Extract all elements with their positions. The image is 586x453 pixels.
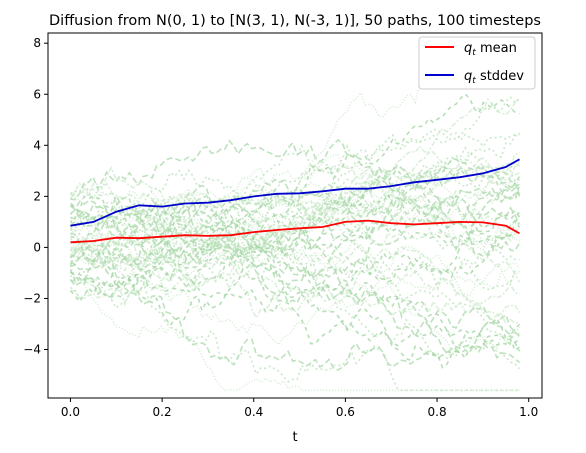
diffusion-path [70, 209, 520, 292]
diffusion-path [69, 267, 520, 352]
diffusion-path [69, 165, 520, 325]
x-axis-label: t [292, 430, 297, 445]
chart-title: Diffusion from N(0, 1) to [N(3, 1), N(-3… [49, 13, 541, 29]
y-tick-label: −4 [23, 343, 41, 357]
series-line-stddev [70, 158, 520, 227]
x-tick-label: 0.8 [428, 405, 447, 419]
diffusion-path [69, 214, 521, 338]
x-tick-label: 0.4 [244, 405, 263, 419]
diffusion-path [70, 202, 520, 352]
diffusion-path [70, 138, 521, 201]
diffusion-path [70, 93, 520, 267]
diffusion-path [70, 173, 521, 267]
diffusion-path [69, 241, 521, 346]
diffusion-path [69, 225, 520, 297]
diffusion-path [70, 192, 521, 236]
y-tick-label: 4 [33, 138, 41, 152]
diffusion-path [70, 187, 520, 279]
series-line-mean [70, 219, 520, 244]
diffusion-path [69, 158, 520, 287]
diffusion-path [70, 260, 520, 320]
diffusion-path [70, 215, 520, 289]
diffusion-path [69, 151, 520, 259]
diffusion-path [70, 256, 521, 371]
y-tick-label: 6 [33, 87, 41, 101]
x-tick-label: 0.2 [153, 405, 172, 419]
diffusion-path [69, 219, 521, 297]
plot-frame [47, 32, 543, 399]
diffusion-path [70, 132, 520, 309]
diffusion-path [70, 200, 521, 364]
diffusion-path [70, 164, 521, 298]
diffusion-path [69, 168, 520, 263]
diffusion-path [70, 165, 520, 297]
y-tick-label: 0 [33, 240, 41, 254]
x-tick-label: 1.0 [519, 405, 538, 419]
legend-label-stddev: qt stddev [464, 69, 524, 86]
x-tick-label: 0.6 [336, 405, 355, 419]
diffusion-path [69, 153, 520, 248]
diffusion-path [70, 176, 520, 220]
y-axis: −4 −2 0 2 4 6 8 [23, 36, 48, 357]
legend-label-mean: qt mean [464, 41, 517, 58]
diffusion-path [69, 214, 521, 277]
legend-entry-stddev: qt stddev [425, 69, 524, 86]
series-lines [70, 158, 520, 244]
diffusion-path [69, 270, 520, 392]
legend-entry-mean: qt mean [425, 41, 517, 58]
diffusion-path [70, 96, 521, 224]
x-tick-label: 0.0 [61, 405, 80, 419]
legend: qt mean qt stddev [418, 36, 536, 90]
diffusion-path [70, 151, 520, 269]
plot-area [47, 32, 543, 399]
y-tick-label: −2 [23, 291, 41, 305]
y-tick-label: 8 [33, 36, 41, 50]
y-tick-label: 2 [33, 189, 41, 203]
x-axis: 0.0 0.2 0.4 0.6 0.8 1.0 [61, 398, 538, 419]
